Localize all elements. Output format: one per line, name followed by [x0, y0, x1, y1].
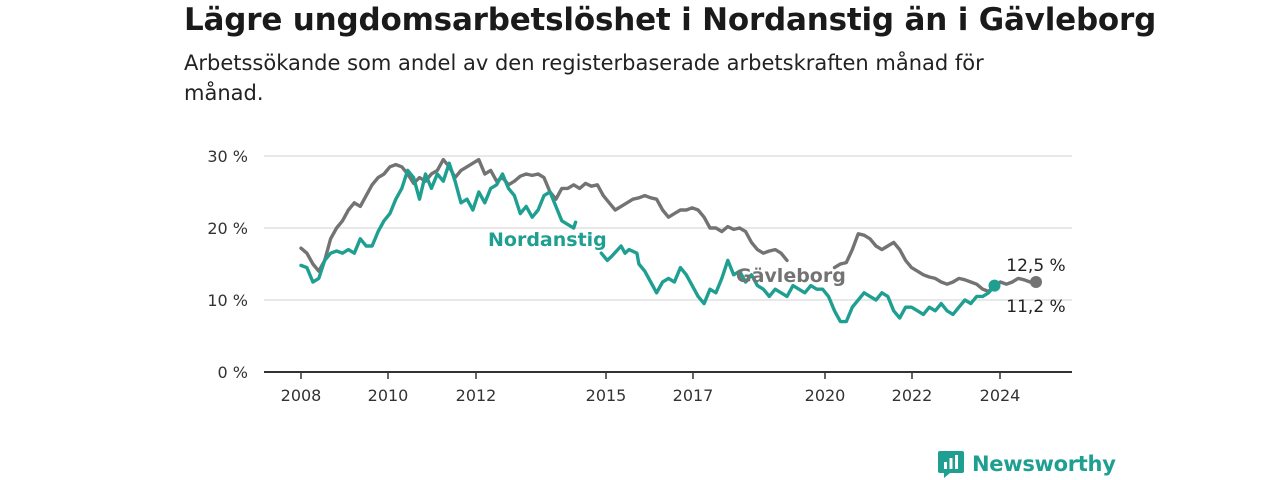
brand-name: Newsworthy: [972, 452, 1116, 476]
brand-logo[interactable]: Newsworthy: [938, 449, 1116, 479]
y-tick-label: 0 %: [218, 363, 248, 382]
x-tick-label: 2015: [586, 386, 627, 405]
end-value-label-nordanstig: 11,2 %: [1006, 297, 1065, 317]
annotations: Gävleborg 12,5 % Nordanstig 11,2 %: [488, 229, 1066, 317]
x-tick-label: 2012: [456, 386, 497, 405]
x-tick-label: 2020: [805, 386, 846, 405]
end-point-gävleborg: [1030, 276, 1042, 288]
x-tick-label: 2022: [892, 386, 933, 405]
chart-subtitle: Arbetssökande som andel av den registerb…: [184, 51, 984, 105]
x-tick-label: 2024: [980, 386, 1021, 405]
y-tick-label: 30 %: [207, 147, 248, 166]
x-tick-label: 2010: [368, 386, 409, 405]
y-tick-label: 10 %: [207, 291, 248, 310]
end-value-label-gävleborg: 12,5 %: [1006, 256, 1065, 276]
x-tick-label: 2008: [281, 386, 322, 405]
x-tick-label: 2017: [673, 386, 714, 405]
series-line-gävleborg-segment-1: [832, 232, 1038, 294]
end-point-nordanstig: [988, 279, 1001, 292]
chart-title: Lägre ungdomsarbetslöshet i Nordanstig ä…: [184, 2, 1157, 38]
newsworthy-logo-icon: [938, 451, 964, 478]
series-label-nordanstig: Nordanstig: [488, 229, 607, 251]
series-line-nordanstig-segment-0: [299, 161, 578, 284]
series-line-nordanstig-segment-1: [599, 244, 997, 324]
series-line-gävleborg-segment-0: [299, 157, 789, 273]
y-tick-label: 20 %: [207, 219, 248, 238]
series-label-gävleborg: Gävleborg: [736, 265, 846, 287]
gridlines: [264, 155, 1072, 301]
axes: 0 % 10 % 20 % 30 % 2008 2010 2012 2015 2017 2020 2…: [207, 147, 1072, 405]
series-lines: [299, 157, 1042, 324]
